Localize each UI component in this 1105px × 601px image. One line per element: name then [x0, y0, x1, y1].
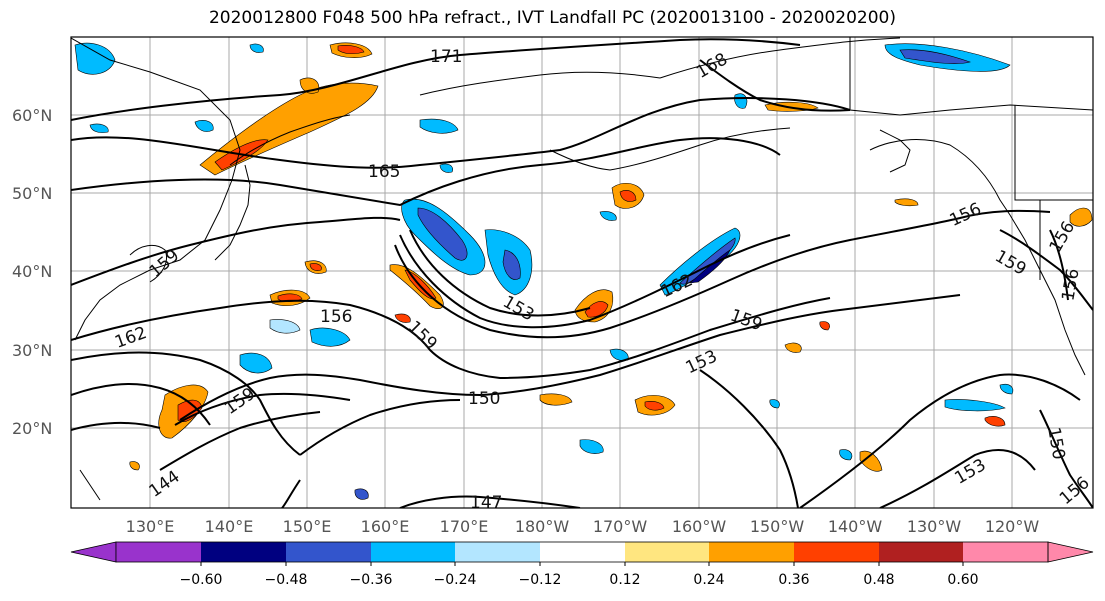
colorbar-tick-label: 0.12	[609, 572, 640, 588]
positive-anomaly-blobs	[129, 42, 1093, 472]
colorbar-tick-label: 0.48	[863, 572, 894, 588]
coastlines	[71, 37, 1093, 501]
colorbar-segment	[540, 542, 625, 562]
colorbar-tick-label: −0.24	[434, 572, 477, 588]
colorbar-outline	[115, 541, 1049, 563]
colorbar: −0.60 −0.48 −0.36 −0.24 −0.12 0.12 0.24 0.36 0.4…	[70, 541, 1094, 588]
colorbar-tick-label: −0.60	[180, 572, 223, 588]
colorbar-segment	[201, 542, 286, 562]
colorbar-segment	[963, 542, 1048, 562]
lon-label: 130°W	[907, 517, 962, 536]
colorbar-segment	[794, 542, 879, 562]
colorbar-tick-label: 0.36	[778, 572, 809, 588]
colorbar-segment	[625, 542, 709, 562]
colorbar-tick-label: −0.48	[265, 572, 308, 588]
lon-label: 170°E	[440, 517, 489, 536]
lat-label: 60°N	[12, 106, 52, 125]
lon-label: 140°E	[205, 517, 254, 536]
lon-label: 150°W	[750, 517, 805, 536]
contour-lines	[71, 38, 1093, 508]
colorbar-segment	[116, 542, 201, 562]
map-title: 2020012800 F048 500 hPa refract., IVT La…	[208, 8, 896, 28]
colorbar-extend-max	[1047, 541, 1094, 563]
colorbar-segment	[709, 542, 794, 562]
lon-label: 180°W	[515, 517, 570, 536]
lon-label: 160°E	[361, 517, 410, 536]
contour-label: 156	[320, 307, 352, 327]
colorbar-segment	[371, 542, 455, 562]
graticule	[71, 37, 1093, 508]
contour-label: 165	[368, 162, 400, 182]
colorbar-segment	[455, 542, 540, 562]
lat-label: 40°N	[12, 262, 52, 281]
lat-label: 50°N	[12, 184, 52, 203]
colorbar-segment	[286, 542, 371, 562]
map-area: 171 168 165 159 162 156 153 159 150 147 …	[71, 37, 1093, 513]
lon-label: 130°E	[126, 517, 175, 536]
latitude-labels: 60°N 50°N 40°N 30°N 20°N	[12, 106, 52, 438]
lon-label: 140°W	[828, 517, 883, 536]
lon-label: 120°W	[985, 517, 1040, 536]
colorbar-extend-min	[70, 541, 117, 563]
contour-label: 171	[430, 47, 462, 67]
colorbar-tick-label: 0.60	[947, 572, 978, 588]
map-frame	[70, 36, 1094, 509]
colorbar-tick-label: 0.24	[693, 572, 724, 588]
contour-label: 147	[470, 493, 502, 513]
lat-label: 30°N	[12, 341, 52, 360]
lat-label: 20°N	[12, 419, 52, 438]
lon-label: 170°W	[593, 517, 648, 536]
colorbar-tick-label: −0.12	[519, 572, 562, 588]
longitude-labels: 130°E 140°E 150°E 160°E 170°E 180°W 170°W 160°W…	[126, 517, 1040, 536]
lon-label: 150°E	[283, 517, 332, 536]
lon-label: 160°W	[672, 517, 727, 536]
colorbar-tick-label: −0.36	[350, 572, 393, 588]
colorbar-segment	[879, 542, 963, 562]
contour-label: 150	[468, 389, 500, 409]
